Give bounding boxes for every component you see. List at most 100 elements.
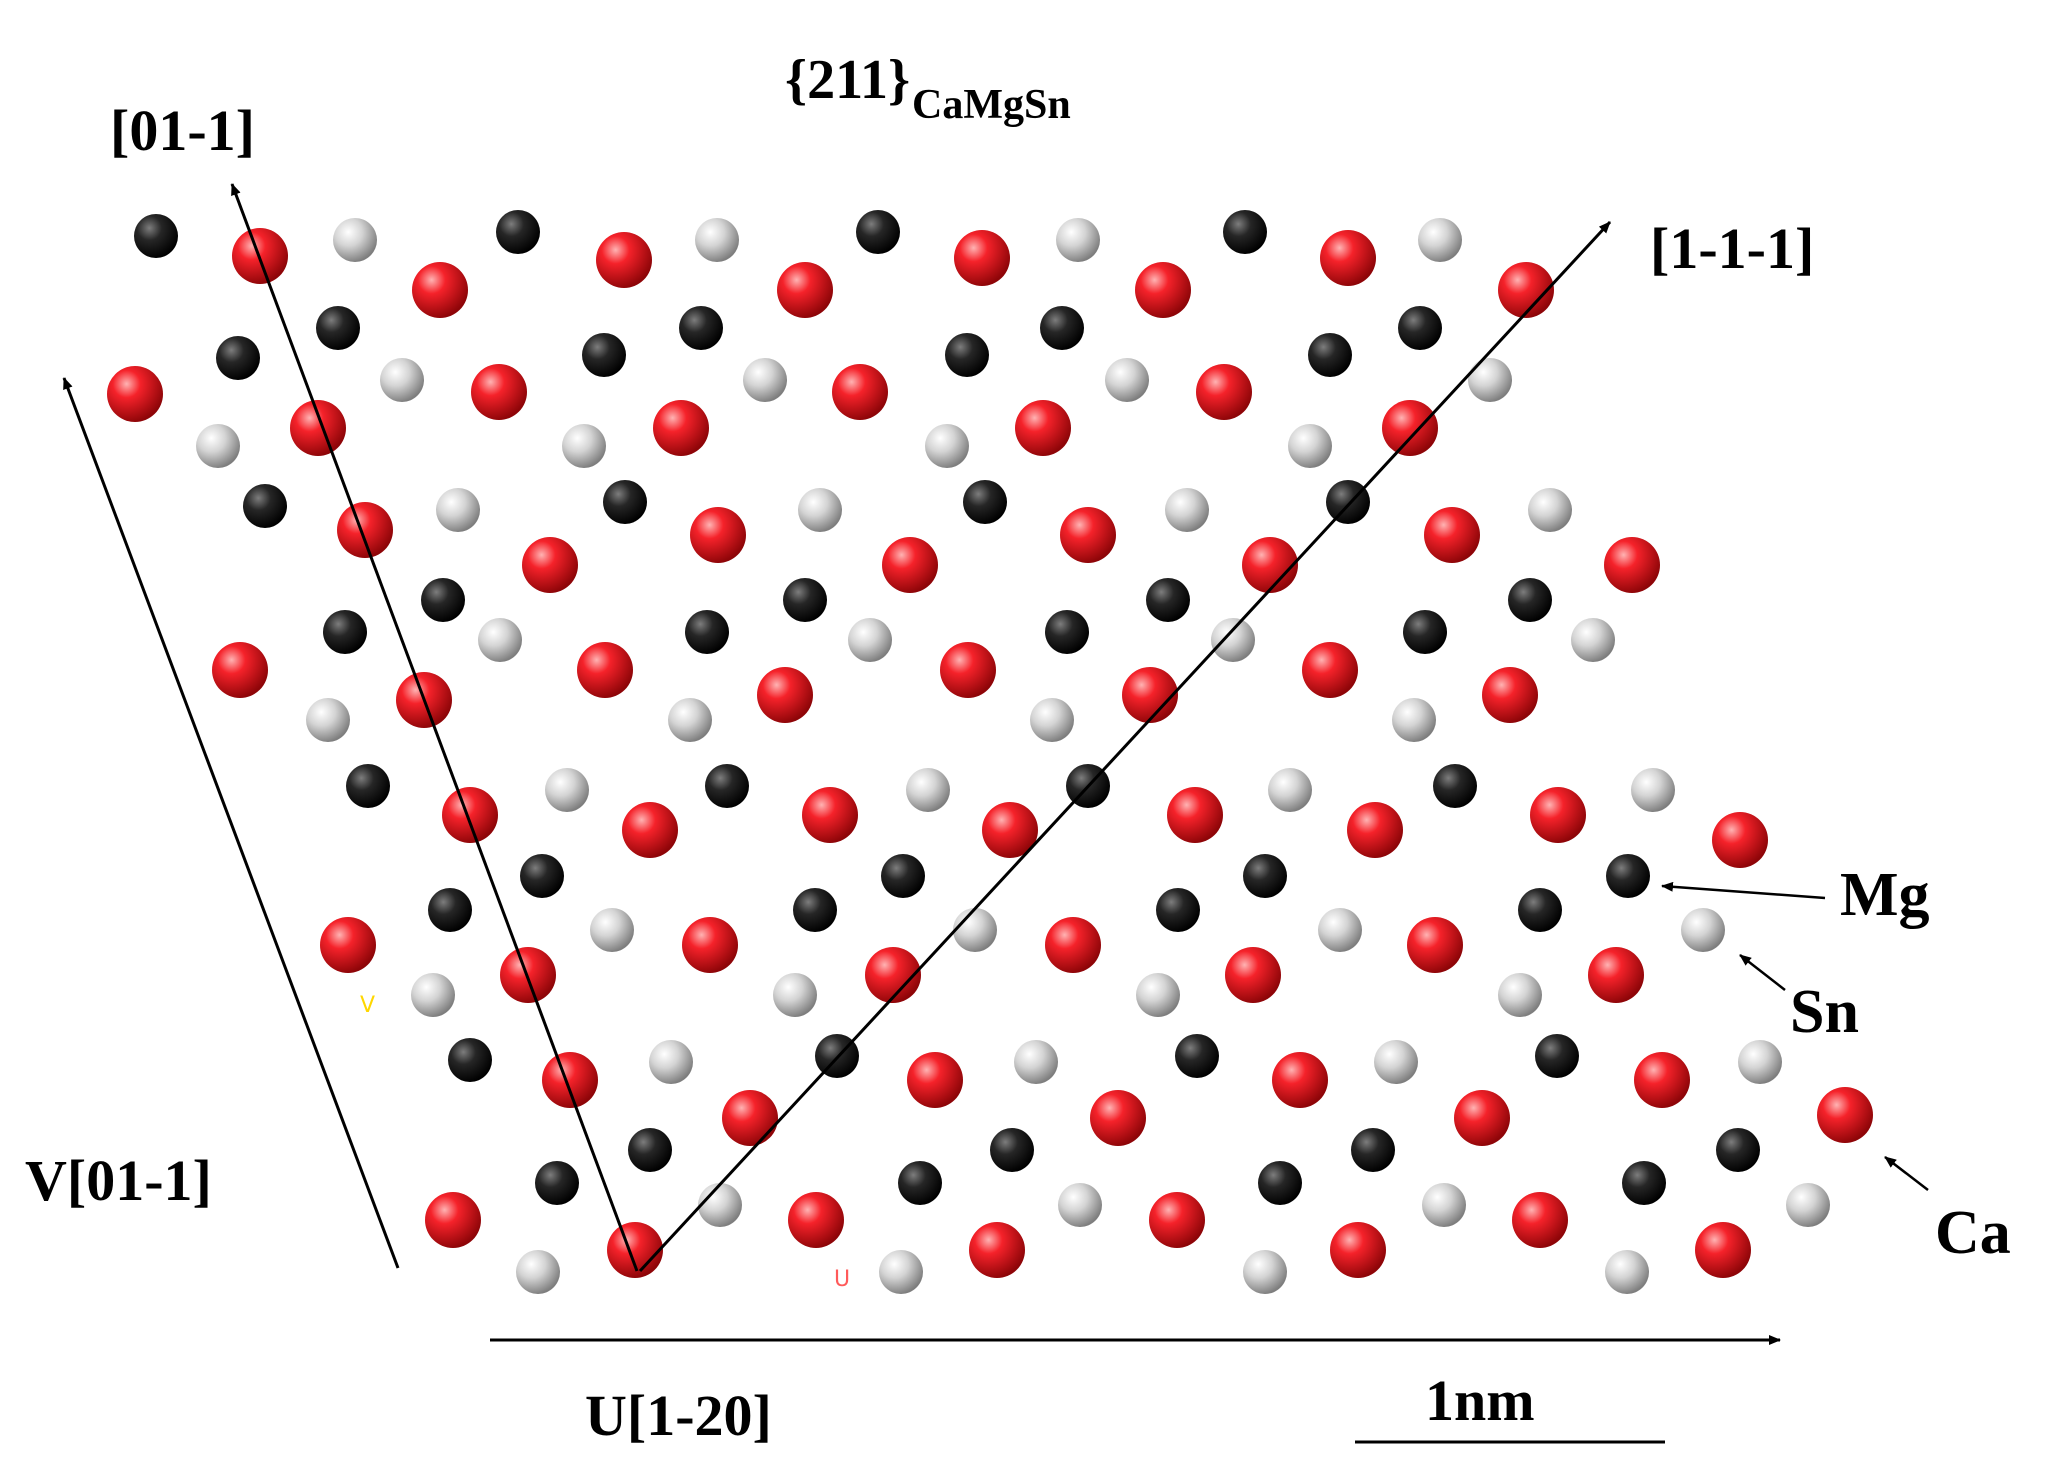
- direction-label-01-1: [01-1]: [110, 98, 255, 163]
- sn-atom: [1786, 1183, 1830, 1227]
- mg-atom: [535, 1161, 579, 1205]
- ca-atom: [1498, 262, 1554, 318]
- sn-atom: [1014, 1040, 1058, 1084]
- sn-atom: [1058, 1183, 1102, 1227]
- ca-atom: [1167, 787, 1223, 843]
- ca-atom: [107, 366, 163, 422]
- mg-atom: [428, 888, 472, 932]
- mg-atom: [1351, 1128, 1395, 1172]
- mg-atom: [628, 1128, 672, 1172]
- ca-pointer-arrow: [1884, 1156, 1929, 1191]
- ca-atom: [1135, 262, 1191, 318]
- sn-atom: [695, 218, 739, 262]
- ca-atom: [1407, 917, 1463, 973]
- u-origin-marker: U: [834, 1267, 850, 1292]
- sn-pointer-arrow: [1739, 954, 1786, 991]
- ca-atom: [1015, 400, 1071, 456]
- mg-atom: [1156, 888, 1200, 932]
- mg-atom: [783, 578, 827, 622]
- ca-atom: [1382, 400, 1438, 456]
- sn-atom: [1498, 973, 1542, 1017]
- sn-atom: [562, 424, 606, 468]
- ca-atom: [907, 1052, 963, 1108]
- mg-atom: [963, 480, 1007, 524]
- ca-atom: [471, 364, 527, 420]
- ca-atom: [522, 537, 578, 593]
- ca-atom: [777, 262, 833, 318]
- mg-pointer-arrow: [1661, 881, 1826, 900]
- ca-atom: [425, 1192, 481, 1248]
- mg-atom: [705, 764, 749, 808]
- mg-atom: [1258, 1161, 1302, 1205]
- ca-atom: [1225, 947, 1281, 1003]
- mg-atom: [1508, 578, 1552, 622]
- sn-atom: [1605, 1250, 1649, 1294]
- sn-atom: [1418, 218, 1462, 262]
- mg-atom: [448, 1038, 492, 1082]
- ca-atom: [1272, 1052, 1328, 1108]
- mg-atom: [1606, 854, 1650, 898]
- legend-mg-label: Mg: [1840, 861, 1930, 929]
- ca-atom: [982, 802, 1038, 858]
- ca-atom: [1604, 537, 1660, 593]
- ca-atom: [1045, 917, 1101, 973]
- ca-atom: [722, 1090, 778, 1146]
- sn-atom: [1528, 488, 1572, 532]
- ca-atom: [653, 400, 709, 456]
- ca-atom: [1122, 667, 1178, 723]
- sn-atom: [1268, 768, 1312, 812]
- sn-atom: [1056, 218, 1100, 262]
- sn-atom: [411, 973, 455, 1017]
- mg-atom: [898, 1161, 942, 1205]
- mg-atom: [1045, 610, 1089, 654]
- mg-atom: [1535, 1034, 1579, 1078]
- mg-atom: [1403, 610, 1447, 654]
- sn-atom: [590, 908, 634, 952]
- ca-atom: [1196, 364, 1252, 420]
- mg-atom: [134, 214, 178, 258]
- ca-atom: [1482, 667, 1538, 723]
- arrow-01-1: [230, 183, 639, 1272]
- ca-atom: [940, 642, 996, 698]
- ca-atom: [682, 917, 738, 973]
- mg-atom: [346, 764, 390, 808]
- ca-atom: [1695, 1222, 1751, 1278]
- mg-atom: [1433, 764, 1477, 808]
- ca-atom: [788, 1192, 844, 1248]
- direction-label-1-1-1: [1-1-1]: [1650, 216, 1814, 281]
- mg-atom: [1243, 854, 1287, 898]
- mg-atom: [856, 210, 900, 254]
- sn-atom: [196, 424, 240, 468]
- sn-atom: [1243, 1250, 1287, 1294]
- ca-atom: [412, 262, 468, 318]
- ca-atom: [832, 364, 888, 420]
- mg-atom: [679, 306, 723, 350]
- sn-atom: [1631, 768, 1675, 812]
- ca-atom: [1320, 230, 1376, 286]
- sn-atom: [649, 1040, 693, 1084]
- ca-atom: [1454, 1090, 1510, 1146]
- mg-atom: [421, 578, 465, 622]
- sn-atom: [1681, 908, 1725, 952]
- mg-atom: [603, 480, 647, 524]
- mg-atom: [1518, 888, 1562, 932]
- ca-atom: [577, 642, 633, 698]
- mg-atom: [520, 854, 564, 898]
- ca-atom: [290, 400, 346, 456]
- sn-atom: [798, 488, 842, 532]
- ca-atom: [882, 537, 938, 593]
- sn-atom: [848, 618, 892, 662]
- mg-atom: [323, 610, 367, 654]
- sn-atom: [516, 1250, 560, 1294]
- sn-atom: [906, 768, 950, 812]
- sn-atom: [743, 358, 787, 402]
- mg-atom: [881, 854, 925, 898]
- mg-atom: [243, 484, 287, 528]
- mg-atom: [1622, 1161, 1666, 1205]
- sn-atom: [1105, 358, 1149, 402]
- ca-atom: [1302, 642, 1358, 698]
- mg-atom: [1326, 480, 1370, 524]
- ca-atom: [596, 232, 652, 288]
- sn-atom: [1571, 618, 1615, 662]
